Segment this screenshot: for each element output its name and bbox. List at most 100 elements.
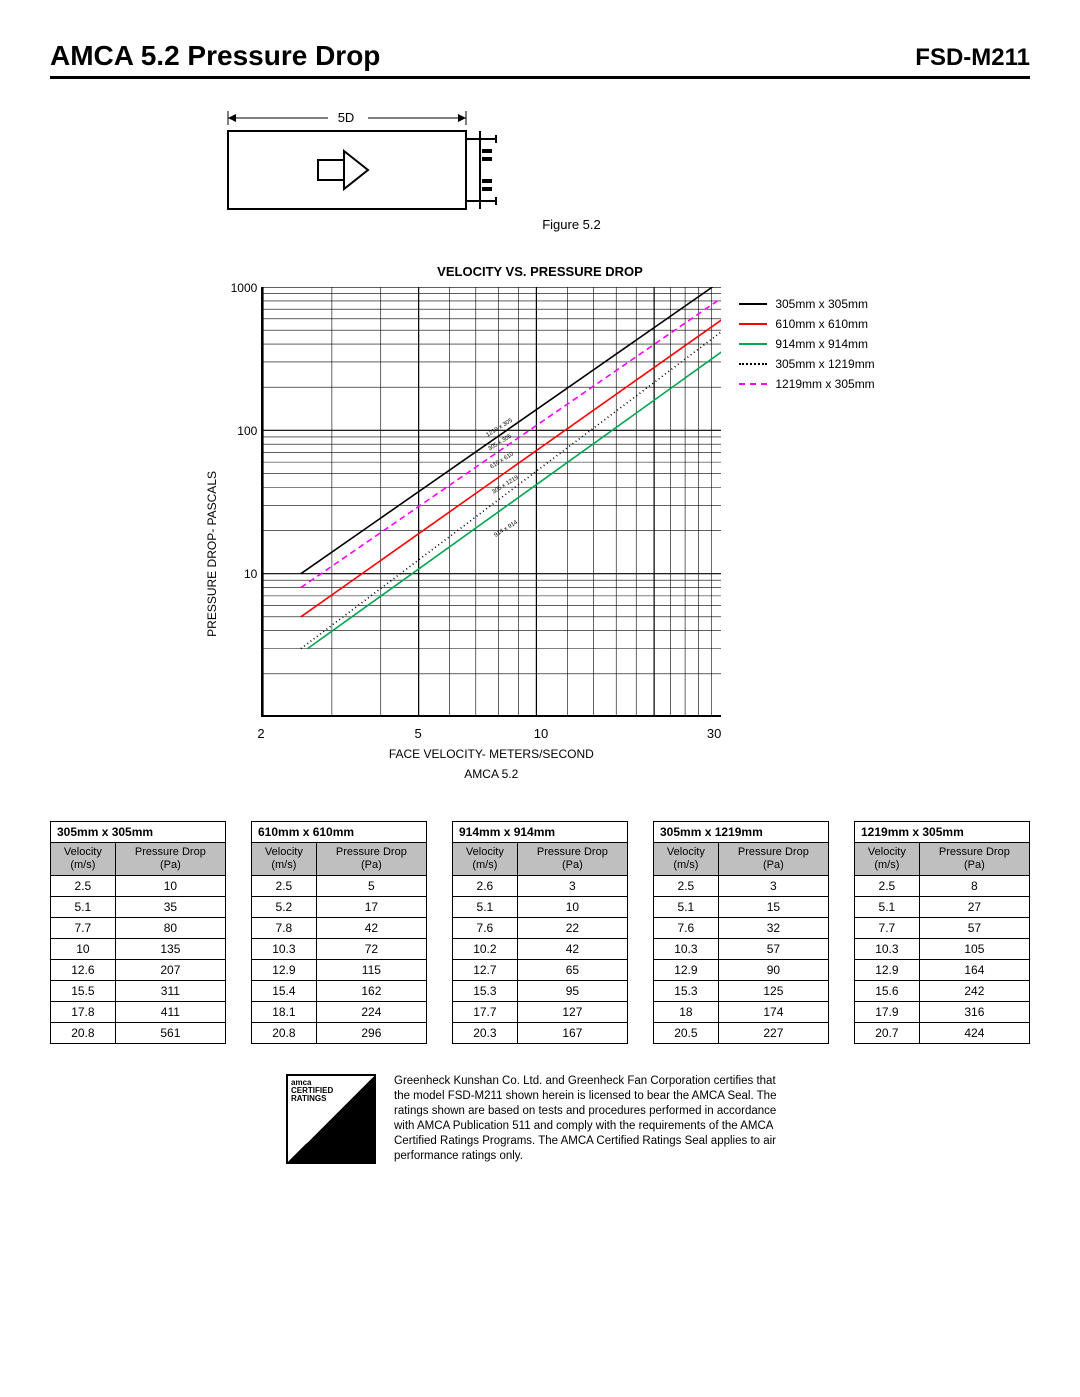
table-row: 17.9316: [855, 1002, 1030, 1023]
table-title: 305mm x 305mm: [51, 822, 226, 843]
table-cell: 80: [115, 918, 225, 939]
column-header: Pressure Drop(Pa): [115, 843, 225, 876]
seal-air: AIR: [356, 1116, 370, 1125]
table-row: 20.3167: [453, 1023, 628, 1044]
chart-section: VELOCITY VS. PRESSURE DROP PRESSURE DROP…: [50, 264, 1030, 781]
table-cell: 316: [919, 1002, 1029, 1023]
table-cell: 5: [316, 876, 426, 897]
table-row: 7.757: [855, 918, 1030, 939]
table-cell: 162: [316, 981, 426, 1002]
legend-swatch-icon: [739, 383, 767, 385]
table-cell: 10: [517, 897, 627, 918]
figure-block: 5D Figure 5.2: [50, 99, 1030, 234]
table-row: 2.55: [252, 876, 427, 897]
table-row: 15.5311: [51, 981, 226, 1002]
table-cell: 10: [51, 939, 116, 960]
table-title: 914mm x 914mm: [453, 822, 628, 843]
table-row: 20.8296: [252, 1023, 427, 1044]
table-cell: 15.5: [51, 981, 116, 1002]
table-cell: 105: [919, 939, 1029, 960]
table-row: 18174: [654, 1002, 829, 1023]
table-cell: 311: [115, 981, 225, 1002]
table-cell: 15.3: [654, 981, 719, 1002]
legend-swatch-icon: [739, 343, 767, 345]
table-cell: 15.6: [855, 981, 920, 1002]
table-row: 20.7424: [855, 1023, 1030, 1044]
page-title-left: AMCA 5.2 Pressure Drop: [50, 40, 380, 72]
table-cell: 17.7: [453, 1002, 518, 1023]
table-row: 12.9164: [855, 960, 1030, 981]
table-cell: 125: [718, 981, 828, 1002]
legend-item: 1219mm x 305mm: [739, 377, 874, 391]
table-cell: 2.5: [654, 876, 719, 897]
table-row: 15.3125: [654, 981, 829, 1002]
table-title: 1219mm x 305mm: [855, 822, 1030, 843]
legend-label: 305mm x 305mm: [775, 297, 868, 311]
table-row: 17.7127: [453, 1002, 628, 1023]
table-cell: 296: [316, 1023, 426, 1044]
table-row: 12.6207: [51, 960, 226, 981]
table-cell: 12.9: [252, 960, 317, 981]
table-row: 15.6242: [855, 981, 1030, 1002]
table-cell: 17.9: [855, 1002, 920, 1023]
page-title-right: FSD-M211: [915, 44, 1030, 72]
table-row: 2.510: [51, 876, 226, 897]
table-cell: 2.5: [252, 876, 317, 897]
legend-item: 914mm x 914mm: [739, 337, 874, 351]
table-row: 2.58: [855, 876, 1030, 897]
chart-ylabel: PRESSURE DROP- PASCALS: [205, 431, 219, 637]
table-cell: 164: [919, 960, 1029, 981]
table-cell: 7.6: [453, 918, 518, 939]
table-cell: 65: [517, 960, 627, 981]
table-cell: 207: [115, 960, 225, 981]
table-title: 305mm x 1219mm: [654, 822, 829, 843]
data-table: 305mm x 1219mmVelocity(m/s)Pressure Drop…: [653, 821, 829, 1044]
table-row: 18.1224: [252, 1002, 427, 1023]
table-row: 20.8561: [51, 1023, 226, 1044]
column-header: Velocity(m/s): [453, 843, 518, 876]
figure-caption: Figure 5.2: [542, 217, 862, 232]
table-cell: 5.1: [51, 897, 116, 918]
data-table: 610mm x 610mmVelocity(m/s)Pressure Drop(…: [251, 821, 427, 1044]
ytick-10: 10: [244, 567, 257, 581]
table-row: 5.127: [855, 897, 1030, 918]
table-cell: 18: [654, 1002, 719, 1023]
legend-label: 610mm x 610mm: [775, 317, 868, 331]
table-row: 10.3105: [855, 939, 1030, 960]
legend-swatch-icon: [739, 323, 767, 325]
table-row: 10.372: [252, 939, 427, 960]
table-cell: 411: [115, 1002, 225, 1023]
footer-text: Greenheck Kunshan Co. Ltd. and Greenheck…: [394, 1074, 794, 1164]
table-cell: 8: [919, 876, 1029, 897]
table-row: 10135: [51, 939, 226, 960]
table-cell: 424: [919, 1023, 1029, 1044]
table-cell: 32: [718, 918, 828, 939]
svg-text:305 x 1219: 305 x 1219: [492, 474, 521, 495]
table-cell: 15: [718, 897, 828, 918]
data-table: 1219mm x 305mmVelocity(m/s)Pressure Drop…: [854, 821, 1030, 1044]
table-cell: 115: [316, 960, 426, 981]
table-row: 5.110: [453, 897, 628, 918]
x-axis-ticks: 2 5 10 30: [261, 726, 721, 741]
table-cell: 17: [316, 897, 426, 918]
table-cell: 174: [718, 1002, 828, 1023]
table-row: 7.632: [654, 918, 829, 939]
table-row: 7.622: [453, 918, 628, 939]
table-cell: 95: [517, 981, 627, 1002]
table-cell: 15.4: [252, 981, 317, 1002]
chart-xlabel-2: AMCA 5.2: [261, 767, 721, 781]
chart-plot: 1219 x 305305 x 305610 x 610305 x 121991…: [261, 287, 721, 717]
column-header: Pressure Drop(Pa): [718, 843, 828, 876]
table-row: 7.780: [51, 918, 226, 939]
data-table: 914mm x 914mmVelocity(m/s)Pressure Drop(…: [452, 821, 628, 1044]
table-row: 20.5227: [654, 1023, 829, 1044]
y-axis-ticks: 1000 100 10: [225, 287, 261, 717]
table-cell: 15.3: [453, 981, 518, 1002]
legend-item: 305mm x 1219mm: [739, 357, 874, 371]
column-header: Velocity(m/s): [252, 843, 317, 876]
table-cell: 5.1: [855, 897, 920, 918]
table-cell: 7.7: [51, 918, 116, 939]
data-tables-row: 305mm x 305mm Velocity(m/s) Pressure Drop(…: [50, 821, 1030, 1044]
table-cell: 561: [115, 1023, 225, 1044]
table-cell: 35: [115, 897, 225, 918]
